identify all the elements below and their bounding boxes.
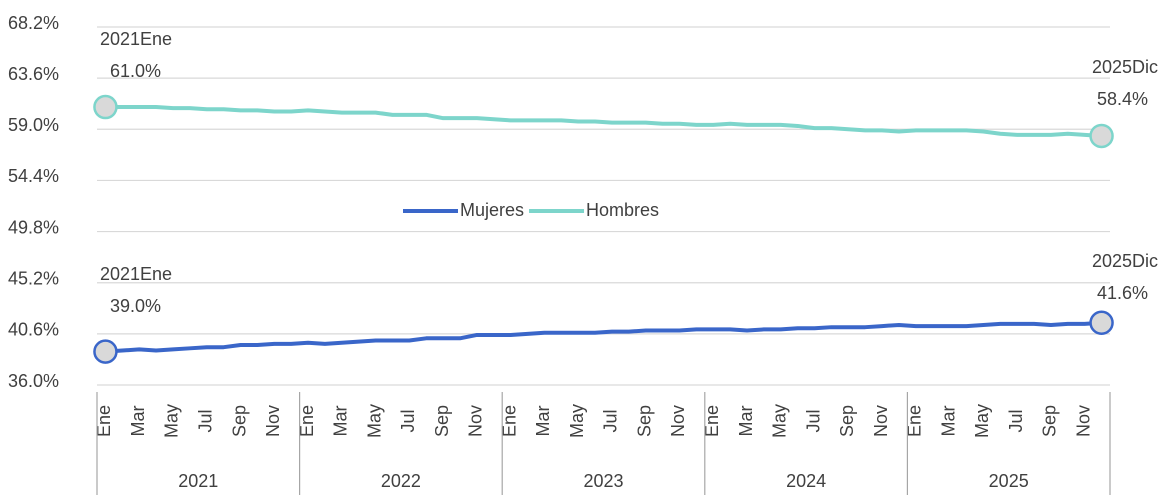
endpoint-marker xyxy=(1089,123,1114,149)
year-label: 2025 xyxy=(989,471,1029,491)
x-tick-label: Mar xyxy=(331,405,351,436)
point-date-label: 2025Dic xyxy=(1092,251,1158,271)
y-tick-label: 54.4% xyxy=(8,166,59,186)
x-tick-label: May xyxy=(972,404,992,438)
legend-label: Mujeres xyxy=(460,200,524,220)
x-tick-label: Ene xyxy=(297,405,317,437)
x-tick-label: Nov xyxy=(871,405,891,437)
series-line xyxy=(105,320,1102,354)
x-tick-label: Ene xyxy=(702,405,722,437)
x-tick-label: Jul xyxy=(398,409,418,432)
data-label: 58.4% xyxy=(1097,89,1148,109)
y-tick-label: 68.2% xyxy=(8,13,59,33)
x-tick-label: May xyxy=(770,404,790,438)
x-tick-label: Ene xyxy=(499,405,519,437)
point-date-label: 2021Ene xyxy=(100,29,172,49)
x-tick-label: May xyxy=(567,404,587,438)
x-tick-label: Nov xyxy=(668,405,688,437)
point-date-label: 2025Dic xyxy=(1092,57,1158,77)
x-tick-label: Sep xyxy=(837,405,857,437)
x-tick-label: Mar xyxy=(938,405,958,436)
x-tick-label: Sep xyxy=(1040,405,1060,437)
x-tick-label: Mar xyxy=(533,405,553,436)
y-tick-label: 63.6% xyxy=(8,64,59,84)
x-tick-label: Jul xyxy=(601,409,621,432)
year-label: 2021 xyxy=(178,471,218,491)
x-tick-label: Mar xyxy=(736,405,756,436)
x-tick-label: Sep xyxy=(229,405,249,437)
x-tick-label: May xyxy=(364,404,384,438)
x-tick-label: Jul xyxy=(803,409,823,432)
x-tick-label: Sep xyxy=(634,405,654,437)
x-tick-label: May xyxy=(162,404,182,438)
year-label: 2024 xyxy=(786,471,826,491)
x-tick-label: Nov xyxy=(466,405,486,437)
x-tick-label: Nov xyxy=(1073,405,1093,437)
y-tick-label: 49.8% xyxy=(8,217,59,237)
x-tick-label: Mar xyxy=(128,405,148,436)
endpoint-marker xyxy=(93,339,118,364)
x-tick-label: Jul xyxy=(195,409,215,432)
x-tick-label: Ene xyxy=(905,405,925,437)
data-label: 39.0% xyxy=(110,296,161,316)
y-tick-label: 40.6% xyxy=(8,320,59,340)
y-tick-label: 59.0% xyxy=(8,115,59,135)
y-tick-label: 45.2% xyxy=(8,268,59,288)
year-label: 2022 xyxy=(381,471,421,491)
x-tick-label: Sep xyxy=(432,405,452,437)
endpoint-marker xyxy=(93,94,118,120)
data-label: 61.0% xyxy=(110,61,161,81)
legend-label: Hombres xyxy=(586,200,659,220)
data-label: 41.6% xyxy=(1097,283,1148,303)
endpoint-marker xyxy=(1089,310,1114,335)
x-tick-label: Jul xyxy=(1006,409,1026,432)
x-tick-label: Ene xyxy=(94,405,114,437)
year-label: 2023 xyxy=(583,471,623,491)
y-tick-label: 36.0% xyxy=(8,371,59,391)
series-line xyxy=(105,105,1102,138)
x-tick-label: Nov xyxy=(263,405,283,437)
point-date-label: 2021Ene xyxy=(100,264,172,284)
